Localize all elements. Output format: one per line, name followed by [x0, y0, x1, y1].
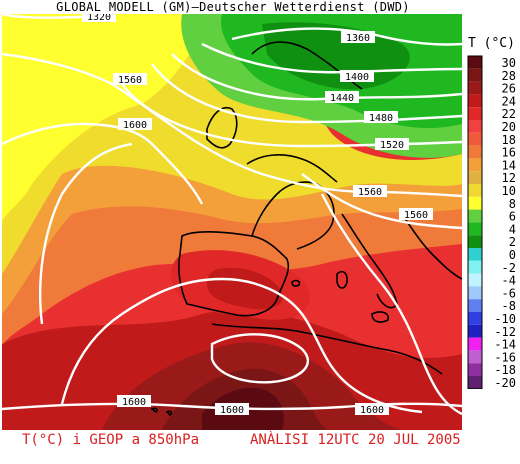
legend-label: 24: [502, 94, 516, 108]
legend-label: 4: [509, 222, 516, 236]
footer-variable-label: T(°C) i GEOP a 850hPa: [22, 432, 200, 448]
legend-swatch: [468, 107, 482, 120]
temperature-band-16: [2, 206, 462, 349]
legend-frame: [467, 55, 483, 389]
legend-swatch: [468, 260, 482, 274]
legend-swatch: [468, 350, 482, 364]
contour-label: 1600: [360, 405, 384, 416]
contour-1600-southwest: [60, 277, 423, 414]
contour-label: 1560: [118, 75, 142, 86]
legend-label: 6: [509, 210, 516, 224]
legend-label: 14: [502, 158, 516, 172]
island-balearics: [291, 279, 301, 287]
contour-1560-south: [301, 173, 462, 230]
legend-label: -20: [494, 376, 516, 389]
contour-label: 1320: [87, 14, 111, 23]
legend-label: 26: [502, 82, 516, 96]
legend-label: -12: [494, 325, 516, 339]
legend-label: -10: [494, 312, 516, 326]
legend-swatch: [468, 286, 482, 300]
contour-1560-north: [2, 52, 462, 198]
legend-label: 0: [509, 248, 516, 262]
legend-label: -18: [494, 363, 516, 377]
legend-swatch: [468, 363, 482, 376]
legend-swatch: [468, 222, 482, 236]
legend-swatch: [468, 273, 482, 287]
legend-swatch: [468, 120, 482, 133]
islands-canary: [150, 407, 173, 417]
legend-label: 8: [509, 197, 516, 211]
legend-swatch: [468, 94, 482, 108]
legend-swatch: [468, 132, 482, 146]
coastline-north-africa: [211, 323, 443, 375]
legend-swatch: [468, 158, 482, 172]
legend-label: -14: [494, 338, 516, 352]
legend-swatch: [468, 145, 482, 159]
island-sicily: [371, 311, 390, 323]
legend-label: -4: [502, 274, 516, 288]
island-sardinia: [336, 270, 348, 289]
contour-label: 1520: [380, 140, 404, 151]
contour-label: 1440: [330, 93, 354, 104]
contour-1480: [151, 63, 462, 124]
legend-swatch: [468, 171, 482, 184]
temperature-geopotential-map: 1320 1360 1400 1440 1480 1520 1560 1600 …: [2, 14, 462, 430]
coastline-italy: [341, 213, 398, 309]
legend-label: 18: [502, 133, 516, 147]
legend-swatch: [468, 235, 482, 248]
legend-title: T (°C): [468, 36, 515, 51]
legend-swatch: [468, 81, 482, 95]
legend-label: 28: [502, 69, 516, 83]
legend-label: -6: [502, 286, 516, 300]
contour-inner-loop: [210, 333, 309, 384]
contour-label: 1480: [369, 113, 393, 124]
contour-label: 1600: [123, 120, 147, 131]
contour-label: 1360: [346, 33, 370, 44]
contour-1600-east: [320, 193, 462, 416]
contour-label: 1560: [358, 187, 382, 198]
map-title: GLOBAL MODELL (GM)–Deutscher Wetterdiens…: [56, 0, 410, 14]
contour-label: 1400: [345, 72, 369, 83]
legend-swatch: [468, 376, 482, 389]
footer-analysis-label: ANÀLISI 12UTC 20 JUL 2005: [250, 432, 461, 448]
contour-label: 1560: [404, 210, 428, 221]
legend-label: -2: [502, 261, 516, 275]
legend-label: -8: [502, 299, 516, 313]
legend-swatch: [468, 196, 482, 210]
contour-1600-west-lower: [39, 142, 133, 325]
contour-label: 1600: [220, 405, 244, 416]
legend-label: 12: [502, 171, 516, 185]
legend-label: 10: [502, 184, 516, 198]
contour-labels: 1320 1360 1400 1440 1480 1520 1560 1600 …: [82, 14, 433, 416]
legend-label: -16: [494, 350, 516, 364]
legend-swatch: [468, 184, 482, 197]
contour-1440: [171, 53, 462, 101]
temperature-legend: 302826242220181614121086420-2-4-6-8-10-1…: [467, 55, 516, 389]
coastlines: [150, 41, 462, 417]
legend-swatch: [468, 248, 482, 261]
legend-swatch: [468, 56, 482, 69]
legend-swatch: [468, 68, 482, 82]
legend-label: 16: [502, 146, 516, 160]
coastline-balkans: [401, 213, 462, 280]
legend-label: 30: [502, 56, 516, 70]
temperature-band-8: [2, 14, 212, 224]
coastline-british-isles: [206, 107, 238, 149]
contour-label: 1600: [122, 397, 146, 408]
legend-swatch: [468, 324, 482, 338]
legend-swatch: [468, 209, 482, 223]
coastline-north-sea: [246, 154, 338, 183]
legend-swatch: [468, 312, 482, 325]
legend-label: 2: [509, 235, 516, 249]
legend-label: 22: [502, 107, 516, 121]
coastline-iberia: [178, 231, 290, 317]
legend-swatch: [468, 299, 482, 312]
legend-swatch: [468, 337, 482, 351]
legend-label: 20: [502, 120, 516, 134]
